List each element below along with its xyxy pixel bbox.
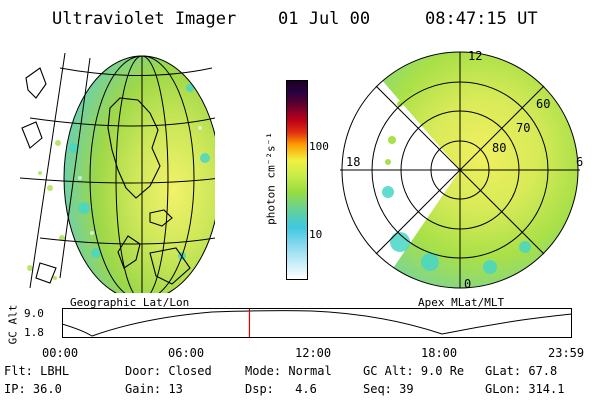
status-value: 67.8	[528, 364, 558, 378]
status-value: 9.0 Re	[420, 364, 465, 378]
status-value: 13	[168, 382, 183, 396]
right-map-label: Apex MLat/MLT	[418, 296, 505, 309]
status-label: IP:	[4, 382, 26, 396]
status-filter: Flt: LBHL	[4, 364, 69, 378]
status-label: GLat:	[485, 364, 522, 378]
apex-polar-map: 12 18 6 0 60 70 80	[340, 49, 583, 291]
time-tick-0000: 00:00	[42, 346, 79, 360]
time-tick-0600: 06:00	[168, 346, 205, 360]
mlt-label-12: 12	[468, 49, 482, 63]
mlt-label-0: 0	[464, 277, 471, 291]
altitude-axis-label: GC Alt	[6, 304, 20, 345]
status-label: Seq:	[363, 382, 392, 396]
status-value: 39	[399, 382, 414, 396]
mlt-label-18: 18	[346, 155, 360, 169]
geographic-map	[20, 52, 215, 293]
status-value: Closed	[168, 364, 212, 378]
status-label: Gain:	[125, 382, 162, 396]
colorbar-tick-100: 100	[309, 140, 329, 153]
status-glat: GLat: 67.8	[485, 364, 557, 378]
color-scale-bar	[286, 80, 308, 280]
status-ip: IP: 36.0	[4, 382, 62, 396]
instrument-title: Ultraviolet Imager	[52, 9, 237, 29]
altitude-tick-1-8: 1.8	[24, 326, 44, 339]
status-value: LBHL	[40, 364, 70, 378]
left-map-label: Geographic Lat/Lon	[70, 296, 190, 309]
mlat-label-60: 60	[536, 97, 550, 111]
status-value: 314.1	[528, 382, 565, 396]
status-value: Normal	[288, 364, 332, 378]
time-tick-2359: 23:59	[548, 346, 585, 360]
emission-fill	[342, 52, 578, 288]
status-mode: Mode: Normal	[245, 364, 332, 378]
status-door: Door: Closed	[125, 364, 212, 378]
colorbar-unit-label: photon cm⁻²s⁻¹	[264, 132, 278, 225]
greenland-coastline	[107, 97, 161, 199]
status-label: GC Alt:	[363, 364, 414, 378]
status-value: 36.0	[32, 382, 62, 396]
altitude-tick-9: 9.0	[24, 307, 44, 320]
colorbar-tick-10: 10	[309, 228, 323, 241]
status-label: Flt:	[4, 364, 33, 378]
status-label: Mode:	[245, 364, 282, 378]
altitude-plot	[62, 308, 573, 338]
status-seq: Seq: 39	[363, 382, 414, 396]
emission-fill	[64, 56, 215, 293]
image-time: 08:47:15 UT	[425, 9, 538, 29]
status-label: Dsp:	[245, 382, 274, 396]
status-gain: Gain: 13	[125, 382, 183, 396]
status-label: Door:	[125, 364, 162, 378]
status-value: 4.6	[295, 382, 317, 396]
status-gc-alt: GC Alt: 9.0 Re	[363, 364, 464, 378]
status-label: GLon:	[485, 382, 522, 396]
mlt-label-6: 6	[576, 155, 583, 169]
status-dsp: Dsp: 4.6	[245, 382, 317, 396]
time-tick-1200: 12:00	[295, 346, 332, 360]
mlat-label-80: 80	[492, 141, 506, 155]
image-date: 01 Jul 00	[278, 9, 371, 29]
altitude-curve	[62, 310, 573, 337]
status-glon: GLon: 314.1	[485, 382, 564, 396]
time-tick-1800: 18:00	[421, 346, 458, 360]
mlat-label-70: 70	[516, 121, 530, 135]
